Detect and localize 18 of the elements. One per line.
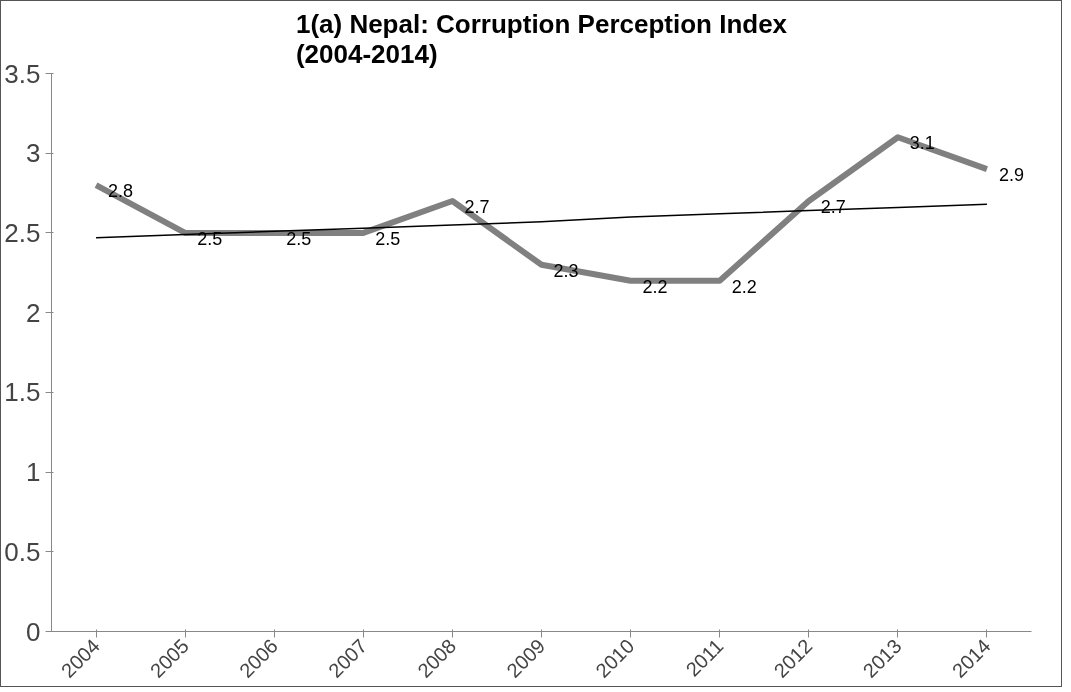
data-label: 2.5 — [286, 228, 312, 249]
chart-title: 1(a) Nepal: Corruption Perception Index (2004-2014) — [295, 8, 788, 69]
data-label: 2.5 — [375, 228, 401, 249]
data-label: 2.9 — [998, 165, 1024, 186]
y-tick-label: 1.5 — [4, 377, 41, 408]
data-label: 2.8 — [108, 181, 134, 202]
y-tick-label: 0 — [26, 616, 41, 647]
y-tick-label: 3.5 — [4, 58, 41, 89]
data-label: 2.7 — [464, 197, 490, 218]
data-label: 2.2 — [731, 276, 757, 297]
data-label: 2.2 — [642, 276, 668, 297]
y-tick-label: 1 — [26, 457, 41, 488]
y-tick-label: 2 — [26, 297, 41, 328]
data-label: 3.1 — [909, 133, 935, 154]
data-label: 2.5 — [197, 228, 223, 249]
y-tick-label: 2.5 — [4, 217, 41, 248]
y-tick-label: 3 — [26, 138, 41, 169]
y-tick-label: 0.5 — [4, 536, 41, 567]
